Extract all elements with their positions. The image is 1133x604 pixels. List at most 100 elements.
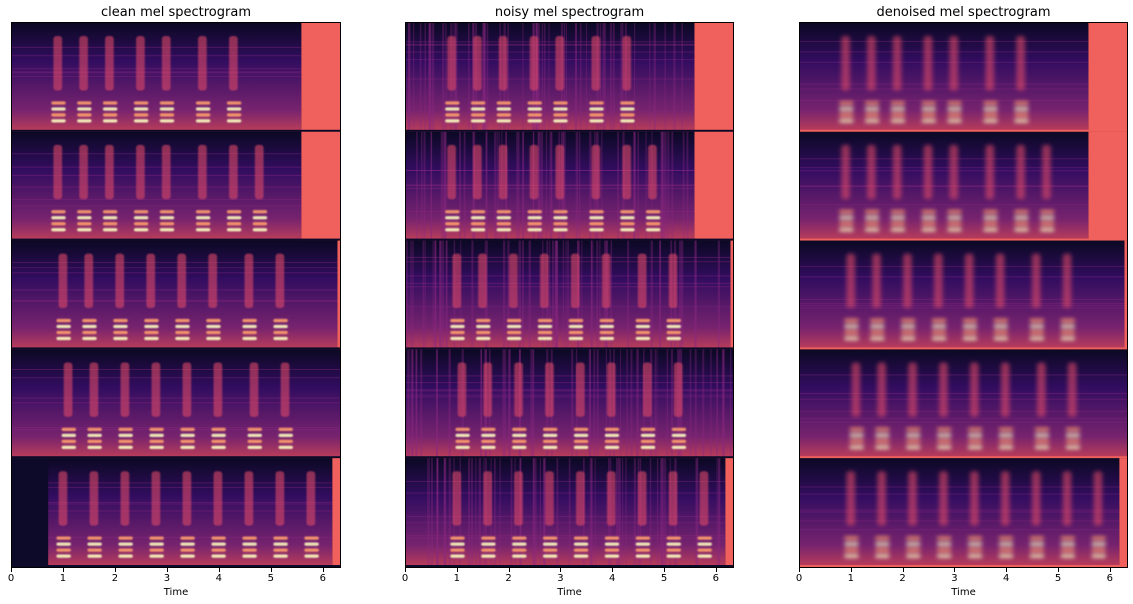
syllable-band — [87, 554, 102, 558]
syllable-plume — [478, 253, 487, 309]
noise-streak — [633, 131, 636, 241]
syllable-plume — [1042, 144, 1051, 200]
noise-streak — [485, 131, 488, 241]
x-tick-label: 6 — [319, 573, 326, 584]
harmonic-line — [800, 417, 1127, 419]
harmonic-line — [12, 205, 302, 207]
noise-streak — [482, 23, 484, 132]
noise-streak — [601, 131, 603, 241]
syllable-plume — [949, 144, 959, 200]
harmonic-line — [800, 393, 1127, 395]
syllable-band — [118, 542, 133, 546]
noise-streak — [482, 23, 486, 132]
syllable-band — [102, 113, 118, 117]
syllable-band — [599, 330, 615, 335]
row-separator — [406, 238, 733, 241]
noise-streak — [507, 23, 509, 132]
syllable-band — [645, 210, 661, 214]
harmonic-line — [406, 537, 726, 539]
syllable-band — [1034, 427, 1050, 431]
row-separator — [406, 456, 733, 459]
syllable-plume — [1093, 471, 1103, 526]
spectrogram-row — [800, 349, 1127, 459]
noise-streak — [660, 131, 663, 241]
syllable-band — [993, 330, 1009, 335]
syllable-plume — [213, 471, 223, 526]
syllable-plume — [622, 144, 632, 200]
syllable-plume — [177, 253, 187, 309]
syllable-plume — [576, 362, 585, 417]
padding-region — [1088, 131, 1127, 241]
syllable-band — [589, 222, 604, 226]
syllable-plume — [275, 471, 285, 526]
syllable-band — [476, 330, 491, 335]
syllable-plume — [498, 144, 508, 200]
syllable-band — [506, 336, 522, 341]
noise-streak — [440, 240, 443, 350]
syllable-band — [1039, 216, 1055, 220]
noise-streak — [434, 240, 437, 350]
row-separator — [12, 565, 340, 567]
x-tick-mark — [11, 568, 12, 572]
syllable-band — [470, 210, 486, 214]
harmonic-line — [406, 275, 731, 277]
syllable-band — [195, 216, 211, 220]
syllable-band — [983, 216, 998, 220]
syllable-band — [242, 330, 257, 335]
syllable-band — [133, 101, 149, 105]
syllable-band — [1014, 101, 1029, 105]
x-tick-label: 4 — [215, 573, 223, 584]
syllable-band — [113, 324, 128, 329]
syllable-band — [589, 101, 604, 105]
syllable-band — [195, 119, 211, 123]
syllable-band — [247, 445, 263, 449]
syllable-plume — [198, 144, 207, 200]
syllable-plume — [244, 471, 254, 526]
x-tick-mark — [270, 568, 272, 572]
noise-streak — [538, 131, 541, 241]
syllable-band — [1014, 216, 1029, 220]
syllable-plume — [58, 253, 68, 309]
harmonic-line — [406, 390, 733, 392]
syllable-band — [61, 433, 77, 437]
syllable-band — [947, 113, 962, 117]
syllable-band — [273, 330, 288, 335]
syllable-band — [527, 210, 542, 214]
syllable-band — [864, 210, 880, 214]
syllable-band — [573, 439, 589, 443]
noise-streak — [716, 349, 718, 459]
syllable-band — [252, 216, 268, 220]
syllable-band — [242, 324, 257, 329]
syllable-plume — [249, 362, 259, 417]
syllable-plume — [529, 36, 539, 91]
syllable-band — [998, 427, 1014, 431]
syllable-plume — [908, 362, 917, 417]
syllable-plume — [877, 471, 886, 526]
syllable-band — [159, 113, 175, 117]
syllable-band — [247, 433, 263, 437]
spectrogram-plot — [11, 22, 341, 568]
syllable-band — [542, 554, 558, 558]
syllable-band — [445, 216, 460, 220]
noise-streak — [568, 458, 571, 567]
syllable-plume — [939, 362, 948, 417]
x-tick-label: 1 — [847, 573, 854, 584]
x-tick-label: 0 — [401, 573, 409, 584]
syllable-plume — [483, 362, 492, 417]
syllable-band — [604, 427, 620, 431]
syllable-band — [144, 336, 159, 341]
syllable-band — [481, 445, 496, 449]
x-tick-label: 6 — [712, 573, 720, 584]
syllable-band — [635, 318, 651, 323]
spectrogram-row — [800, 131, 1127, 241]
harmonic-line — [406, 389, 733, 391]
syllable-plume — [570, 253, 580, 309]
syllable-band — [967, 427, 983, 431]
syllable-band — [998, 542, 1014, 546]
harmonic-line — [12, 153, 302, 155]
syllable-band — [1029, 548, 1045, 552]
syllable-band — [921, 222, 936, 226]
noise-streak — [540, 131, 544, 241]
row-separator — [800, 129, 1127, 132]
x-tick-label: 6 — [1106, 573, 1114, 584]
